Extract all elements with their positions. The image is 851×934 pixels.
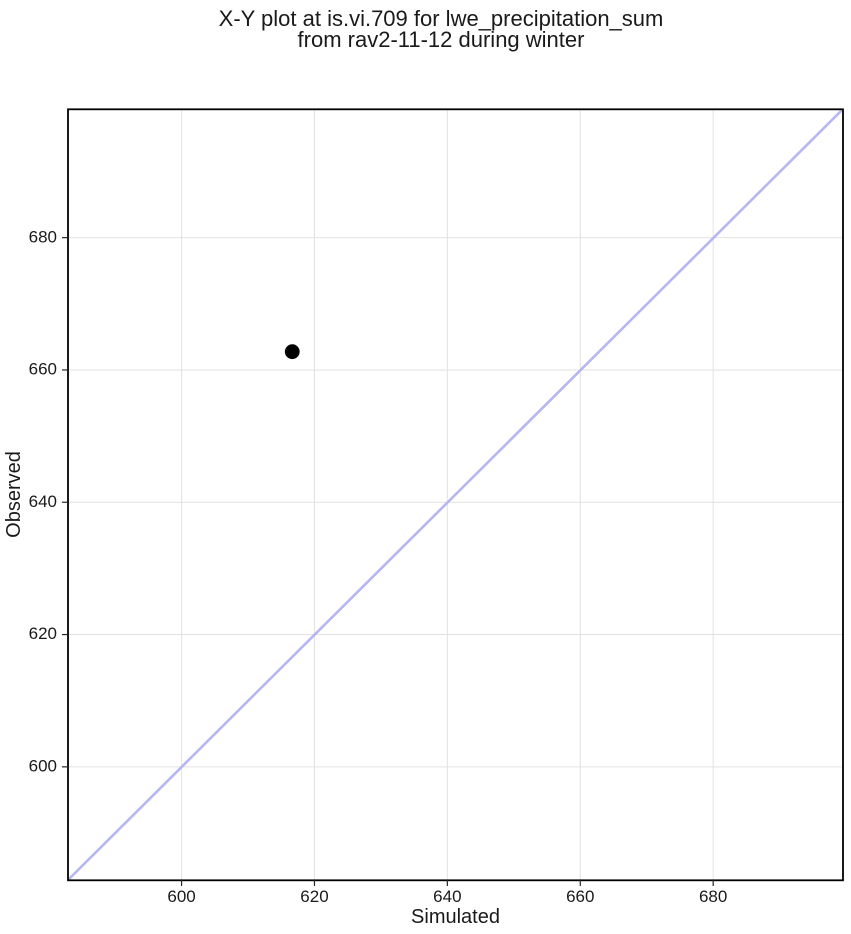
svg-text:640: 640 [433, 887, 461, 906]
svg-text:660: 660 [566, 887, 594, 906]
svg-text:620: 620 [29, 624, 57, 643]
svg-text:Observed: Observed [3, 451, 25, 538]
svg-text:600: 600 [29, 757, 57, 776]
svg-text:680: 680 [699, 887, 727, 906]
svg-text:600: 600 [167, 887, 195, 906]
svg-text:680: 680 [29, 227, 57, 246]
svg-text:620: 620 [300, 887, 328, 906]
svg-text:640: 640 [29, 492, 57, 511]
svg-text:Simulated: Simulated [411, 906, 500, 928]
svg-text:660: 660 [29, 360, 57, 379]
